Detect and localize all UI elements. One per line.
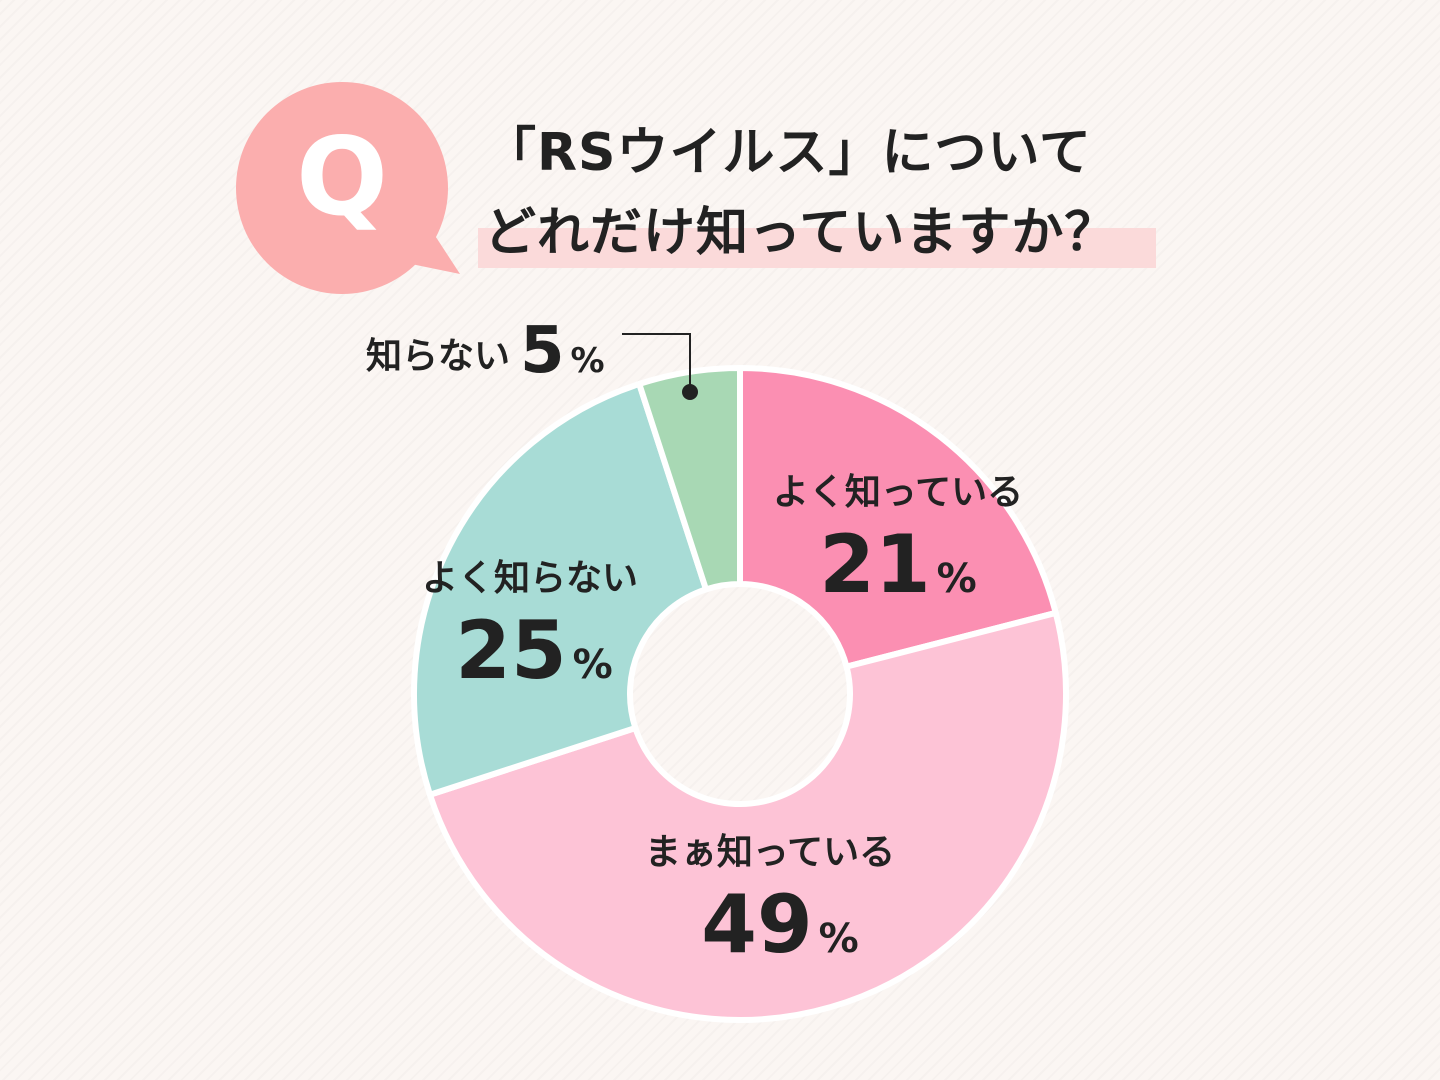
slice-label-maa-shitteiru: まぁ知っている: [645, 832, 895, 873]
donut-slice-4: [635, 364, 743, 594]
slice-value-shiranai: 5%: [520, 314, 605, 388]
slice-label-yoku-shitteiru: よく知っている: [773, 472, 1023, 513]
leader-dot: [682, 384, 698, 400]
slice-label-yoku-shiranai: よく知らない: [422, 558, 638, 599]
slice-value-yoku-shiranai: 25%: [455, 604, 612, 697]
donut-slice-1: [737, 364, 1060, 671]
leader-line: [622, 333, 691, 390]
slice-label-shiranai: 知らない: [366, 336, 510, 377]
speech-bubble-icon: [236, 82, 460, 294]
question-title-line-2: どれだけ知っていますか？: [484, 203, 1118, 263]
slice-value-yoku-shitteiru: 21%: [819, 518, 976, 611]
question-title-line-1: 「RSウイルス」について: [484, 123, 1092, 183]
donut-slice-3: [411, 380, 710, 799]
question-badge: Q: [232, 78, 462, 298]
title-highlight: [478, 228, 1156, 268]
question-badge-letter: Q: [296, 115, 388, 240]
slice-value-maa-shitteiru: 49%: [701, 878, 858, 971]
donut-slice-2: [426, 609, 1069, 1023]
